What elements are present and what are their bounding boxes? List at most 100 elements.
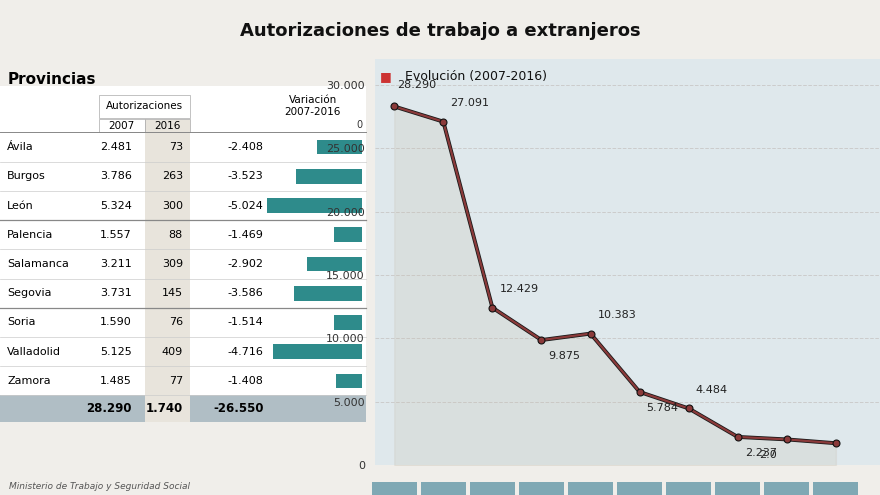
Text: -2.902: -2.902 xyxy=(227,259,263,269)
FancyBboxPatch shape xyxy=(0,249,366,279)
Text: 28.290: 28.290 xyxy=(397,80,436,90)
FancyBboxPatch shape xyxy=(317,140,363,154)
Text: 4.484: 4.484 xyxy=(695,385,728,395)
Text: Salamanca: Salamanca xyxy=(7,259,70,269)
FancyBboxPatch shape xyxy=(0,191,366,220)
FancyBboxPatch shape xyxy=(144,249,190,279)
Text: 12.429: 12.429 xyxy=(499,284,539,294)
Text: -5.024: -5.024 xyxy=(228,200,263,210)
FancyBboxPatch shape xyxy=(144,308,190,337)
Text: 1.485: 1.485 xyxy=(99,376,132,386)
Text: -3.586: -3.586 xyxy=(228,288,263,298)
FancyBboxPatch shape xyxy=(144,337,190,366)
FancyBboxPatch shape xyxy=(268,198,363,213)
FancyBboxPatch shape xyxy=(813,482,858,495)
FancyBboxPatch shape xyxy=(144,162,190,191)
FancyBboxPatch shape xyxy=(144,366,190,396)
Text: Ávila: Ávila xyxy=(7,142,34,152)
Text: -1.408: -1.408 xyxy=(228,376,263,386)
Text: Segovia: Segovia xyxy=(7,288,52,298)
Text: 3.786: 3.786 xyxy=(99,171,132,181)
Text: Zamora: Zamora xyxy=(7,376,51,386)
FancyBboxPatch shape xyxy=(519,482,564,495)
FancyBboxPatch shape xyxy=(296,169,363,184)
Text: 3.731: 3.731 xyxy=(100,288,132,298)
FancyBboxPatch shape xyxy=(273,345,363,359)
FancyBboxPatch shape xyxy=(334,315,363,330)
Text: Autorizaciones: Autorizaciones xyxy=(106,101,183,111)
FancyBboxPatch shape xyxy=(666,482,711,495)
Text: 5.324: 5.324 xyxy=(99,200,132,210)
FancyBboxPatch shape xyxy=(0,162,366,191)
FancyBboxPatch shape xyxy=(0,133,366,162)
Text: ■: ■ xyxy=(379,70,392,83)
Text: Palencia: Palencia xyxy=(7,230,54,240)
FancyBboxPatch shape xyxy=(470,482,515,495)
FancyBboxPatch shape xyxy=(0,366,366,396)
Text: Burgos: Burgos xyxy=(7,171,46,181)
FancyBboxPatch shape xyxy=(144,133,190,162)
Text: 88: 88 xyxy=(169,230,183,240)
FancyBboxPatch shape xyxy=(568,482,613,495)
Text: 145: 145 xyxy=(162,288,183,298)
FancyBboxPatch shape xyxy=(617,482,662,495)
Text: 5.784: 5.784 xyxy=(647,403,678,413)
FancyBboxPatch shape xyxy=(0,220,366,249)
Text: 309: 309 xyxy=(162,259,183,269)
FancyBboxPatch shape xyxy=(0,86,366,133)
Text: 2.0: 2.0 xyxy=(759,450,777,460)
Text: 10.383: 10.383 xyxy=(598,310,636,320)
Text: -3.523: -3.523 xyxy=(228,171,263,181)
Text: 1.740: 1.740 xyxy=(146,402,183,415)
Text: -2.408: -2.408 xyxy=(227,142,263,152)
Text: 73: 73 xyxy=(169,142,183,152)
Text: Variación
2007-2016: Variación 2007-2016 xyxy=(285,95,341,117)
FancyBboxPatch shape xyxy=(0,337,366,366)
FancyBboxPatch shape xyxy=(144,279,190,308)
Text: 27.091: 27.091 xyxy=(451,98,489,108)
Text: 76: 76 xyxy=(169,317,183,327)
FancyBboxPatch shape xyxy=(0,308,366,337)
Text: -1.469: -1.469 xyxy=(228,230,263,240)
Text: Evolución (2007-2016): Evolución (2007-2016) xyxy=(405,70,547,83)
FancyBboxPatch shape xyxy=(334,227,363,242)
Text: León: León xyxy=(7,200,34,210)
Text: Ministerio de Trabajo y Seguridad Social: Ministerio de Trabajo y Seguridad Social xyxy=(9,482,190,491)
FancyBboxPatch shape xyxy=(715,482,760,495)
Text: -4.716: -4.716 xyxy=(228,346,263,357)
FancyBboxPatch shape xyxy=(335,374,363,388)
Text: 409: 409 xyxy=(162,346,183,357)
Text: Provincias: Provincias xyxy=(7,72,96,87)
Text: 2007: 2007 xyxy=(108,121,135,131)
Text: 1.557: 1.557 xyxy=(100,230,132,240)
Text: Autorizaciones de trabajo a extranjeros: Autorizaciones de trabajo a extranjeros xyxy=(239,22,641,40)
FancyBboxPatch shape xyxy=(144,119,190,132)
Text: 2.481: 2.481 xyxy=(99,142,132,152)
FancyBboxPatch shape xyxy=(99,95,190,118)
FancyBboxPatch shape xyxy=(0,396,366,422)
Text: 9.875: 9.875 xyxy=(548,351,581,361)
FancyBboxPatch shape xyxy=(144,396,190,422)
FancyBboxPatch shape xyxy=(295,286,363,300)
Text: 28.290: 28.290 xyxy=(86,402,132,415)
Text: 263: 263 xyxy=(162,171,183,181)
FancyBboxPatch shape xyxy=(371,482,417,495)
Text: Valladolid: Valladolid xyxy=(7,346,62,357)
FancyBboxPatch shape xyxy=(144,191,190,220)
Text: -1.514: -1.514 xyxy=(228,317,263,327)
Text: 3.211: 3.211 xyxy=(100,259,132,269)
FancyBboxPatch shape xyxy=(307,257,363,271)
FancyBboxPatch shape xyxy=(764,482,810,495)
Text: 2016: 2016 xyxy=(154,121,180,131)
FancyBboxPatch shape xyxy=(99,119,144,132)
Text: 1.590: 1.590 xyxy=(100,317,132,327)
Text: 0: 0 xyxy=(356,120,363,130)
Text: 5.125: 5.125 xyxy=(100,346,132,357)
Text: -26.550: -26.550 xyxy=(213,402,263,415)
FancyBboxPatch shape xyxy=(0,279,366,308)
FancyBboxPatch shape xyxy=(144,220,190,249)
Text: Soria: Soria xyxy=(7,317,36,327)
Text: 300: 300 xyxy=(162,200,183,210)
Text: 77: 77 xyxy=(169,376,183,386)
FancyBboxPatch shape xyxy=(421,482,466,495)
